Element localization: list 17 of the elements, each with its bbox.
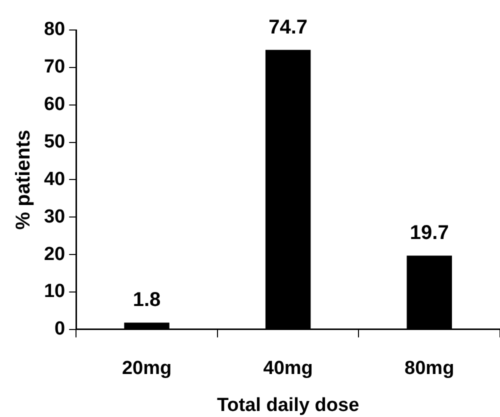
y-axis-title: % patients: [12, 130, 35, 230]
x-tick-label: 20mg: [122, 358, 172, 380]
x-axis-title: Total daily dose: [216, 394, 360, 416]
y-tick-label: 50: [44, 132, 66, 153]
x-tick-label: 80mg: [404, 358, 454, 380]
y-tick-label: 60: [44, 94, 66, 116]
data-label: 19.7: [410, 222, 449, 244]
y-tick-label: 10: [44, 281, 66, 302]
data-label: 74.7: [268, 16, 308, 38]
data-label: 1.8: [132, 289, 161, 312]
y-tick-label: 40: [44, 168, 66, 190]
y-tick-label: 20: [44, 244, 66, 265]
x-tick-label: 40mg: [263, 358, 313, 380]
y-tick-label: 70: [44, 56, 66, 78]
y-tick-label: 0: [54, 318, 66, 340]
y-tick-label: 30: [44, 206, 66, 228]
y-tick-label: 80: [44, 19, 66, 40]
